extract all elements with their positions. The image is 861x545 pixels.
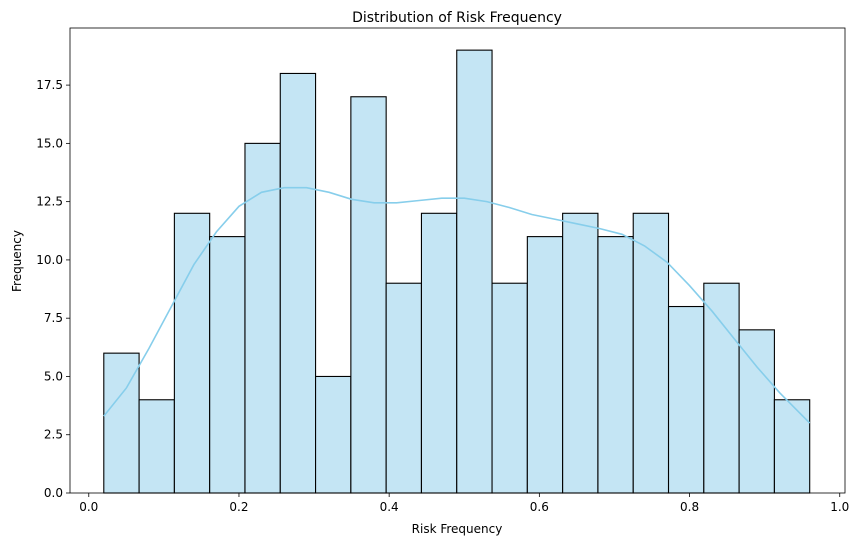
kde-line bbox=[103, 186, 811, 424]
y-tick-label: 5.0 bbox=[44, 369, 63, 383]
histogram-bar bbox=[562, 212, 599, 494]
histogram-bar bbox=[738, 329, 775, 494]
plot-frame bbox=[69, 27, 846, 494]
x-tick-label: 0.6 bbox=[530, 500, 549, 514]
y-axis: 0.0 2.5 5.0 7.5 10.0 12.5 15.0 17.5 bbox=[36, 78, 70, 500]
y-tick-label: 17.5 bbox=[36, 78, 63, 92]
histogram-bar bbox=[138, 399, 175, 494]
x-tick-label: 1.0 bbox=[830, 500, 849, 514]
y-tick-label: 0.0 bbox=[44, 486, 63, 500]
histogram-bar bbox=[315, 375, 352, 494]
x-tick-label: 0.8 bbox=[680, 500, 699, 514]
x-tick-label: 0.2 bbox=[229, 500, 248, 514]
x-tick-label: 0.0 bbox=[79, 500, 98, 514]
x-tick-label: 0.4 bbox=[380, 500, 399, 514]
histogram-bar bbox=[703, 282, 740, 494]
histogram-bar bbox=[209, 236, 246, 494]
x-axis: 0.0 0.2 0.4 0.6 0.8 1.0 bbox=[79, 493, 849, 514]
histogram-bar bbox=[420, 212, 458, 494]
y-tick-label: 12.5 bbox=[36, 195, 63, 209]
histogram-bar bbox=[385, 282, 423, 494]
y-tick-label: 10.0 bbox=[36, 253, 63, 267]
x-axis-label: Risk Frequency bbox=[412, 522, 503, 536]
chart-title: Distribution of Risk Frequency bbox=[352, 10, 562, 26]
histogram-bar bbox=[632, 212, 670, 494]
histogram-bar bbox=[244, 142, 281, 494]
histogram-bar bbox=[173, 212, 211, 494]
histogram-bar bbox=[526, 236, 564, 494]
y-axis-label: Frequency bbox=[10, 230, 24, 292]
y-tick-label: 15.0 bbox=[36, 136, 63, 150]
histogram-bar bbox=[279, 72, 317, 494]
histogram-bar bbox=[773, 399, 811, 494]
histogram-bar bbox=[667, 305, 705, 494]
bars-group bbox=[103, 49, 811, 494]
histogram-bar bbox=[597, 236, 634, 494]
y-tick-label: 2.5 bbox=[44, 428, 63, 442]
histogram-bar bbox=[491, 282, 528, 494]
histogram-bar bbox=[350, 96, 387, 494]
y-tick-label: 7.5 bbox=[44, 311, 63, 325]
histogram-bar bbox=[456, 49, 493, 494]
